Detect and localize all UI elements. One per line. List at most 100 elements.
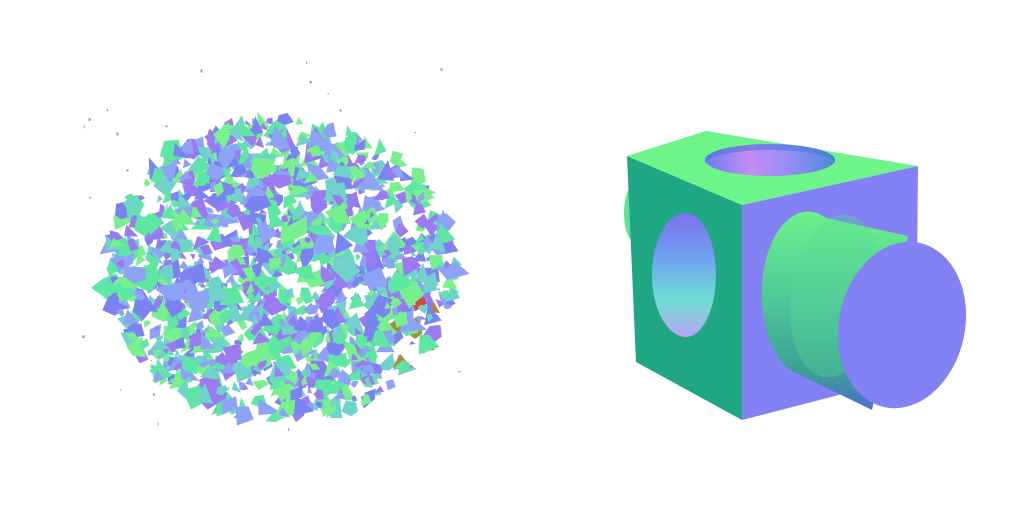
blob-fragment xyxy=(395,223,409,238)
blob-speck xyxy=(348,282,352,284)
blob-fragment xyxy=(324,203,352,224)
blob-fragment xyxy=(126,332,141,342)
blob-fragment xyxy=(341,400,358,417)
blob-fragment xyxy=(301,369,311,378)
blob-fragment xyxy=(164,202,168,210)
blob-fragment xyxy=(210,218,220,225)
blob-fragment xyxy=(244,195,272,214)
blob-fragment xyxy=(257,111,271,128)
blob-fragment xyxy=(342,226,368,246)
top-hole-inner-shadow xyxy=(705,144,835,164)
blob-fragment xyxy=(279,250,288,255)
blob-fragment xyxy=(266,117,273,125)
blob-fragment xyxy=(202,313,210,320)
blob-fragment xyxy=(411,262,429,288)
blob-speck xyxy=(294,149,297,151)
blob-fragment xyxy=(242,207,252,216)
blob-fragment xyxy=(285,153,295,161)
blob-speck xyxy=(438,288,440,291)
blob-fragment xyxy=(206,163,228,181)
blob-fragment xyxy=(124,224,139,237)
blob-speck xyxy=(126,169,129,172)
blob-fragment xyxy=(312,234,335,258)
blob-fragment xyxy=(274,364,284,377)
blob-fragment xyxy=(231,381,241,393)
blob-fragment xyxy=(193,220,201,225)
blob-fragment xyxy=(193,155,213,177)
blob-fragment xyxy=(295,167,312,181)
blob-speck xyxy=(106,109,108,112)
blob-fragment xyxy=(213,122,230,149)
blob-fragment xyxy=(300,178,305,183)
blob-fragment xyxy=(272,227,283,239)
blob-fragment xyxy=(143,299,159,313)
blob-fragment xyxy=(192,236,210,250)
blob-fragment xyxy=(222,168,231,177)
blob-fragment xyxy=(115,308,125,317)
blob-fragment xyxy=(268,257,282,271)
blob-fragment xyxy=(236,283,245,291)
blob-fragment xyxy=(270,385,282,397)
blob-fragment xyxy=(262,260,268,266)
blob-speck xyxy=(128,224,132,228)
blob-speck xyxy=(152,393,155,396)
blob-fragment xyxy=(107,291,111,295)
blob-fragment xyxy=(331,324,345,344)
blob-fragment xyxy=(428,255,443,270)
blob-fragment xyxy=(394,191,407,204)
blob-speck xyxy=(288,428,290,431)
blob-speck xyxy=(306,61,308,64)
blob-fragment xyxy=(293,346,300,355)
blob-fragment xyxy=(370,295,393,319)
blob-fragment xyxy=(170,215,184,232)
blob-fragment xyxy=(431,300,440,314)
blob-fragment xyxy=(158,264,174,285)
blob-fragment xyxy=(194,149,202,156)
blob-fragment xyxy=(199,244,213,256)
blob-fragment xyxy=(305,355,312,363)
blob-fragment xyxy=(355,154,367,164)
blob-fragment xyxy=(256,302,274,317)
blob-fragment xyxy=(155,358,164,371)
blob-fragment xyxy=(277,335,293,349)
blob-fragment xyxy=(258,398,283,415)
blob-speck xyxy=(184,300,188,304)
blob-fragment xyxy=(380,365,388,371)
blob-fragment xyxy=(287,318,294,323)
blob-fragment xyxy=(385,379,396,391)
blob-fragment xyxy=(193,256,205,268)
blob-speck xyxy=(157,422,159,426)
blob-fragment xyxy=(308,363,321,371)
blob-fragment xyxy=(237,122,256,137)
blob-fragment xyxy=(189,343,212,354)
blob-fragment xyxy=(237,334,244,342)
blob-speck xyxy=(414,132,416,134)
blob-fragment xyxy=(296,338,313,349)
blob-fragment xyxy=(443,304,452,309)
blob-fragment xyxy=(269,281,282,292)
blob-fragment xyxy=(382,258,395,269)
blob-fragment xyxy=(336,352,348,366)
blob-fragment xyxy=(227,244,246,263)
blob-speck xyxy=(292,337,295,339)
blob-fragment xyxy=(427,245,433,256)
blob-fragment xyxy=(367,290,375,297)
left-hole xyxy=(652,213,720,337)
blob-fragment xyxy=(222,265,232,279)
blob-speck xyxy=(331,130,333,132)
blob-speck xyxy=(216,383,218,386)
blob-fragment xyxy=(422,213,438,238)
blob-fragment xyxy=(123,266,147,284)
blob-fragment xyxy=(280,225,298,245)
blob-fragment xyxy=(277,113,294,125)
blob-fragment xyxy=(200,332,216,350)
blob-fragment xyxy=(309,328,322,345)
blob-fragment xyxy=(262,171,277,194)
blob-fragment xyxy=(431,229,446,252)
blob-fragment xyxy=(362,161,378,170)
blob-fragment xyxy=(442,274,458,289)
blob-fragment xyxy=(133,290,146,300)
blob-fragment xyxy=(181,192,192,202)
blob-fragment xyxy=(109,238,125,248)
